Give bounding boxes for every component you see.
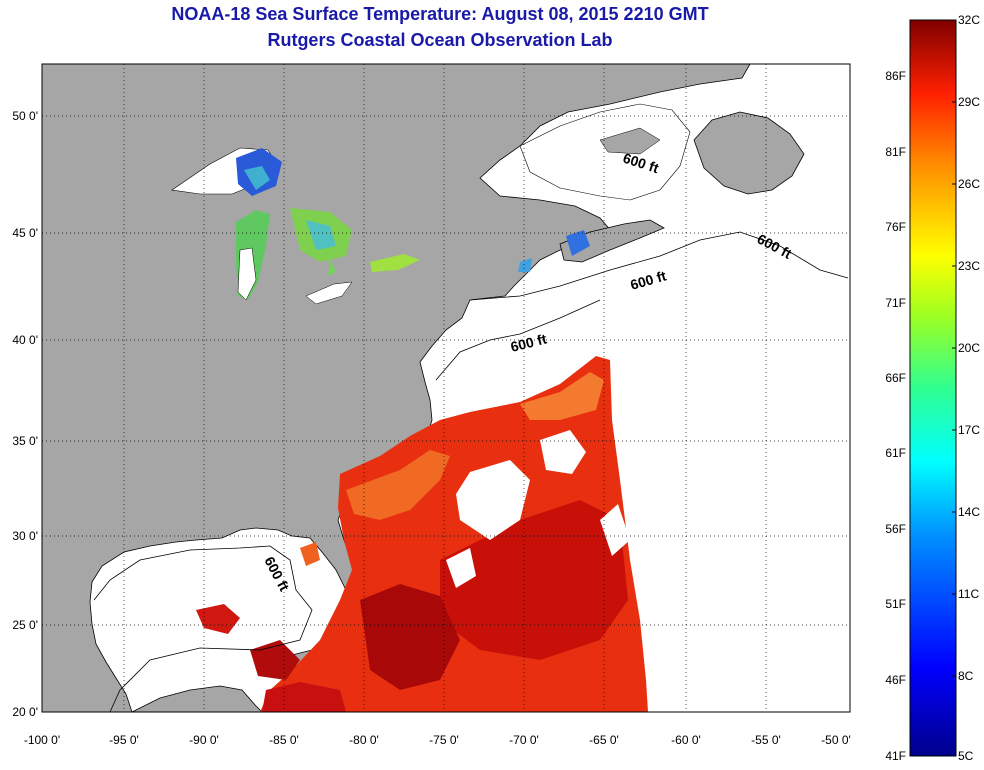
map-subtitle: Rutgers Coastal Ocean Observation Lab [267, 30, 613, 50]
fahrenheit-label: 61F [885, 446, 906, 460]
map-title: NOAA-18 Sea Surface Temperature: August … [171, 4, 709, 24]
lon-label: -75 0' [429, 733, 459, 747]
celsius-label: 5C [958, 749, 974, 763]
lat-label: 40 0' [12, 333, 38, 347]
celsius-label: 23C [958, 259, 980, 273]
celsius-label: 17C [958, 423, 980, 437]
latitude-labels: 50 0' 45 0' 40 0' 35 0' 30 0' 25 0' 20 0… [12, 109, 38, 719]
graticule [42, 64, 850, 712]
great-lakes [171, 147, 420, 305]
colorbar-fahrenheit-labels: 86F 81F 76F 71F 66F 61F 56F 51F 46F 41F [885, 69, 906, 763]
celsius-label: 11C [958, 587, 979, 601]
celsius-label: 20C [958, 341, 980, 355]
land-newfoundland [693, 111, 805, 195]
land-nova-scotia [559, 219, 665, 263]
lat-label: 20 0' [12, 705, 38, 719]
lon-label: -85 0' [269, 733, 299, 747]
celsius-label: 32C [958, 13, 980, 27]
longitude-labels: -100 0' -95 0' -90 0' -85 0' -80 0' -75 … [24, 733, 851, 747]
lat-label: 45 0' [12, 226, 38, 240]
celsius-label: 14C [958, 505, 980, 519]
map-frame [41, 63, 851, 713]
lon-label: -70 0' [509, 733, 539, 747]
colorbar-ticks [952, 101, 956, 677]
fahrenheit-label: 86F [885, 69, 906, 83]
lat-label: 30 0' [12, 529, 38, 543]
lat-label: 35 0' [12, 434, 38, 448]
fahrenheit-label: 76F [885, 220, 906, 234]
celsius-label: 8C [958, 669, 974, 683]
fahrenheit-label: 41F [885, 749, 906, 763]
lat-label: 50 0' [12, 109, 38, 123]
lon-label: -65 0' [589, 733, 619, 747]
lon-label: -60 0' [671, 733, 701, 747]
celsius-label: 29C [958, 95, 980, 109]
lon-label: -100 0' [24, 733, 60, 747]
gulf-st-lawrence [519, 103, 691, 201]
lon-label: -95 0' [109, 733, 139, 747]
colorbar [909, 19, 957, 757]
fahrenheit-label: 46F [885, 673, 906, 687]
lon-label: -55 0' [751, 733, 781, 747]
fahrenheit-label: 71F [885, 296, 906, 310]
fahrenheit-label: 81F [885, 145, 906, 159]
sst-data-atlantic [196, 356, 648, 712]
celsius-label: 26C [958, 177, 980, 191]
bathymetry-contour-600ft [469, 231, 849, 301]
lon-label: -80 0' [349, 733, 379, 747]
fahrenheit-label: 51F [885, 597, 906, 611]
fahrenheit-label: 66F [885, 371, 906, 385]
fahrenheit-label: 56F [885, 522, 906, 536]
lon-label: -90 0' [189, 733, 219, 747]
lat-label: 25 0' [12, 618, 38, 632]
colorbar-celsius-labels: 32C 29C 26C 23C 20C 17C 14C 11C 8C 5C [958, 13, 980, 763]
lon-label: -50 0' [821, 733, 851, 747]
